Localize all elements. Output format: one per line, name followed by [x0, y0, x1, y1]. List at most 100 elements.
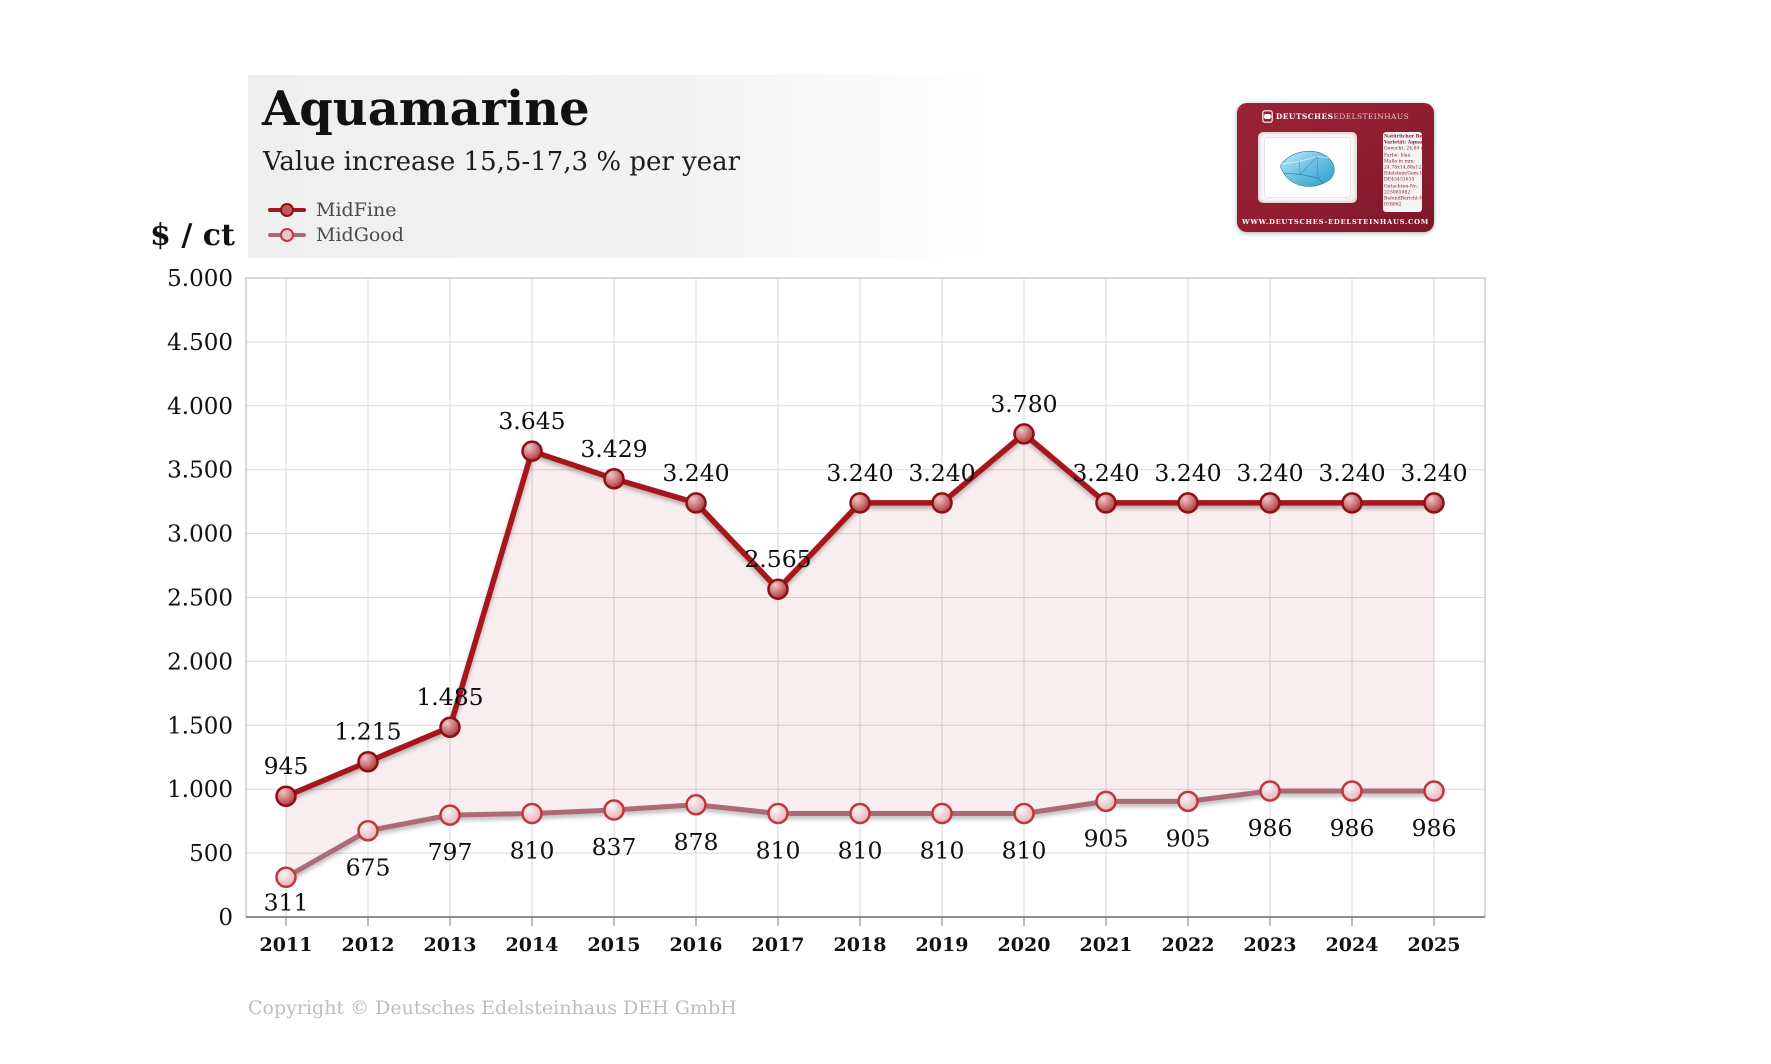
midgood-value-label: 878: [674, 828, 719, 856]
midgood-point: [357, 819, 379, 842]
midfine-point: [357, 750, 379, 773]
chart-legend: MidFine MidGood: [268, 197, 404, 247]
y-tick-label: 2.500: [167, 586, 233, 612]
midgood-value-label: 905: [1084, 824, 1129, 852]
midgood-value-label: 986: [1248, 814, 1293, 842]
page-title: Aquamarine: [262, 81, 590, 137]
midfine-legend-marker-icon: [268, 202, 306, 217]
gem-label-line: 225085982: [1384, 189, 1411, 196]
midfine-value-label: 3.240: [1318, 459, 1385, 487]
gem-info-label: Natürlicher BeryllVarietät: AquamarinGew…: [1383, 132, 1422, 212]
midfine-value-label: 3.645: [498, 407, 565, 435]
midfine-value-label: 2.565: [744, 545, 811, 573]
midfine-series: [275, 423, 1445, 807]
x-tick-label: 2022: [1162, 934, 1215, 956]
midgood-point: [1095, 790, 1117, 813]
x-tick-label: 2025: [1408, 934, 1461, 956]
gem-label-line: 038062: [1384, 202, 1402, 208]
gem-label-line: Varietät: Aquamarin: [1384, 140, 1422, 146]
gem-card-brand: DEUTSCHES EDELSTEINHAUS: [1237, 110, 1434, 123]
band-fill: [286, 433, 1434, 878]
gem-label-line: Gewicht: 24,80 ct.: [1384, 146, 1422, 152]
midfine-point: [275, 785, 297, 807]
gem-label-line: 24,78x14,88x12,31: [1384, 165, 1422, 171]
x-tick-label: 2023: [1244, 934, 1297, 956]
midfine-value-label: 3.429: [580, 435, 647, 463]
gem-label-line: BefundBericht-Nr.:: [1384, 196, 1422, 202]
gem-card-brand-bold: DEUTSCHES: [1275, 112, 1334, 121]
x-tick-label: 2012: [342, 934, 395, 956]
midgood-value-label: 905: [1166, 824, 1211, 852]
midfine-value-label: 1.215: [334, 718, 401, 746]
midgood-value-label: 810: [920, 836, 965, 864]
y-tick-label: 4.500: [167, 330, 233, 356]
midgood-point: [439, 804, 461, 826]
y-tick-label: 500: [189, 841, 233, 867]
midgood-value-label: 810: [1002, 836, 1047, 864]
midfine-value-label: 945: [264, 752, 309, 780]
midfine-point: [1013, 423, 1035, 445]
y-tick-label: 0: [218, 905, 233, 931]
midfine-value-label: 3.240: [1236, 459, 1303, 487]
midgood-value-label: 986: [1412, 814, 1457, 842]
midgood-point: [1013, 802, 1035, 825]
midfine-value-label: 3.240: [662, 459, 729, 487]
midfine-value-label: 3.780: [990, 390, 1057, 418]
midfine-point: [1259, 492, 1281, 514]
midgood-value-label: 810: [510, 836, 555, 864]
page-subtitle: Value increase 15,5-17,3 % per year: [263, 147, 741, 177]
gem-certificate-card: DEUTSCHES EDELSTEINHAUS: [1237, 103, 1434, 232]
x-tick-label: 2015: [588, 934, 641, 956]
x-tick-label: 2024: [1326, 934, 1379, 956]
y-tick-label: 3.500: [167, 458, 233, 484]
midgood-value-label: 810: [756, 836, 801, 864]
midfine-point: [1341, 492, 1363, 514]
x-tick-label: 2013: [424, 934, 477, 956]
midfine-point: [1423, 492, 1445, 514]
x-tick-label: 2020: [998, 934, 1051, 956]
midfine-point: [521, 440, 543, 462]
x-tick-label: 2019: [916, 934, 969, 956]
midfine-point: [685, 492, 707, 514]
y-tick-label: 3.000: [167, 522, 233, 548]
midgood-legend-marker-icon: [268, 227, 306, 242]
gem-logo-icon: [1262, 110, 1273, 123]
copyright-text: Copyright © Deutsches Edelsteinhaus DEH …: [248, 997, 737, 1019]
gem-label-line: Maße in mm:: [1384, 158, 1415, 165]
legend-label-midfine: MidFine: [316, 198, 397, 221]
midfine-value-label: 3.240: [1400, 459, 1467, 487]
midgood-point: [1423, 780, 1445, 802]
midfine-point: [849, 492, 871, 514]
midgood-point: [685, 794, 707, 816]
midfine-value-label: 3.240: [908, 459, 975, 487]
gem-label-line: Natürlicher Beryll: [1384, 134, 1422, 140]
legend-item-midfine: MidFine: [268, 197, 404, 222]
midfine-point: [931, 492, 953, 514]
midgood-value-label: 797: [428, 838, 473, 866]
y-tick-label: 2.000: [167, 649, 233, 675]
gem-photo-compartment: [1258, 132, 1357, 203]
midgood-point: [849, 802, 871, 825]
midfine-point: [767, 578, 789, 600]
midgood-value-label: 675: [346, 854, 391, 882]
x-tick-label: 2021: [1080, 934, 1133, 956]
y-axis-unit-label: $ / ct: [150, 218, 235, 253]
x-tick-label: 2018: [834, 934, 887, 956]
midgood-value-label: 986: [1330, 814, 1375, 842]
legend-item-midgood: MidGood: [268, 222, 404, 247]
x-tick-label: 2014: [506, 934, 559, 956]
midfine-point: [603, 468, 625, 490]
midgood-value-label: 837: [592, 833, 637, 861]
gem-photo: [1264, 137, 1351, 198]
midgood-point: [931, 802, 953, 825]
gem-label-line: Gutachten-Nr.:: [1384, 183, 1419, 190]
x-tick-label: 2011: [260, 934, 313, 956]
x-tick-label: 2017: [752, 934, 805, 956]
y-tick-label: 4.000: [167, 394, 233, 420]
midgood-point: [767, 802, 789, 825]
midgood-point: [1259, 780, 1281, 802]
gem-label-line: DE45431635: [1384, 177, 1415, 183]
midfine-point: [439, 716, 461, 738]
